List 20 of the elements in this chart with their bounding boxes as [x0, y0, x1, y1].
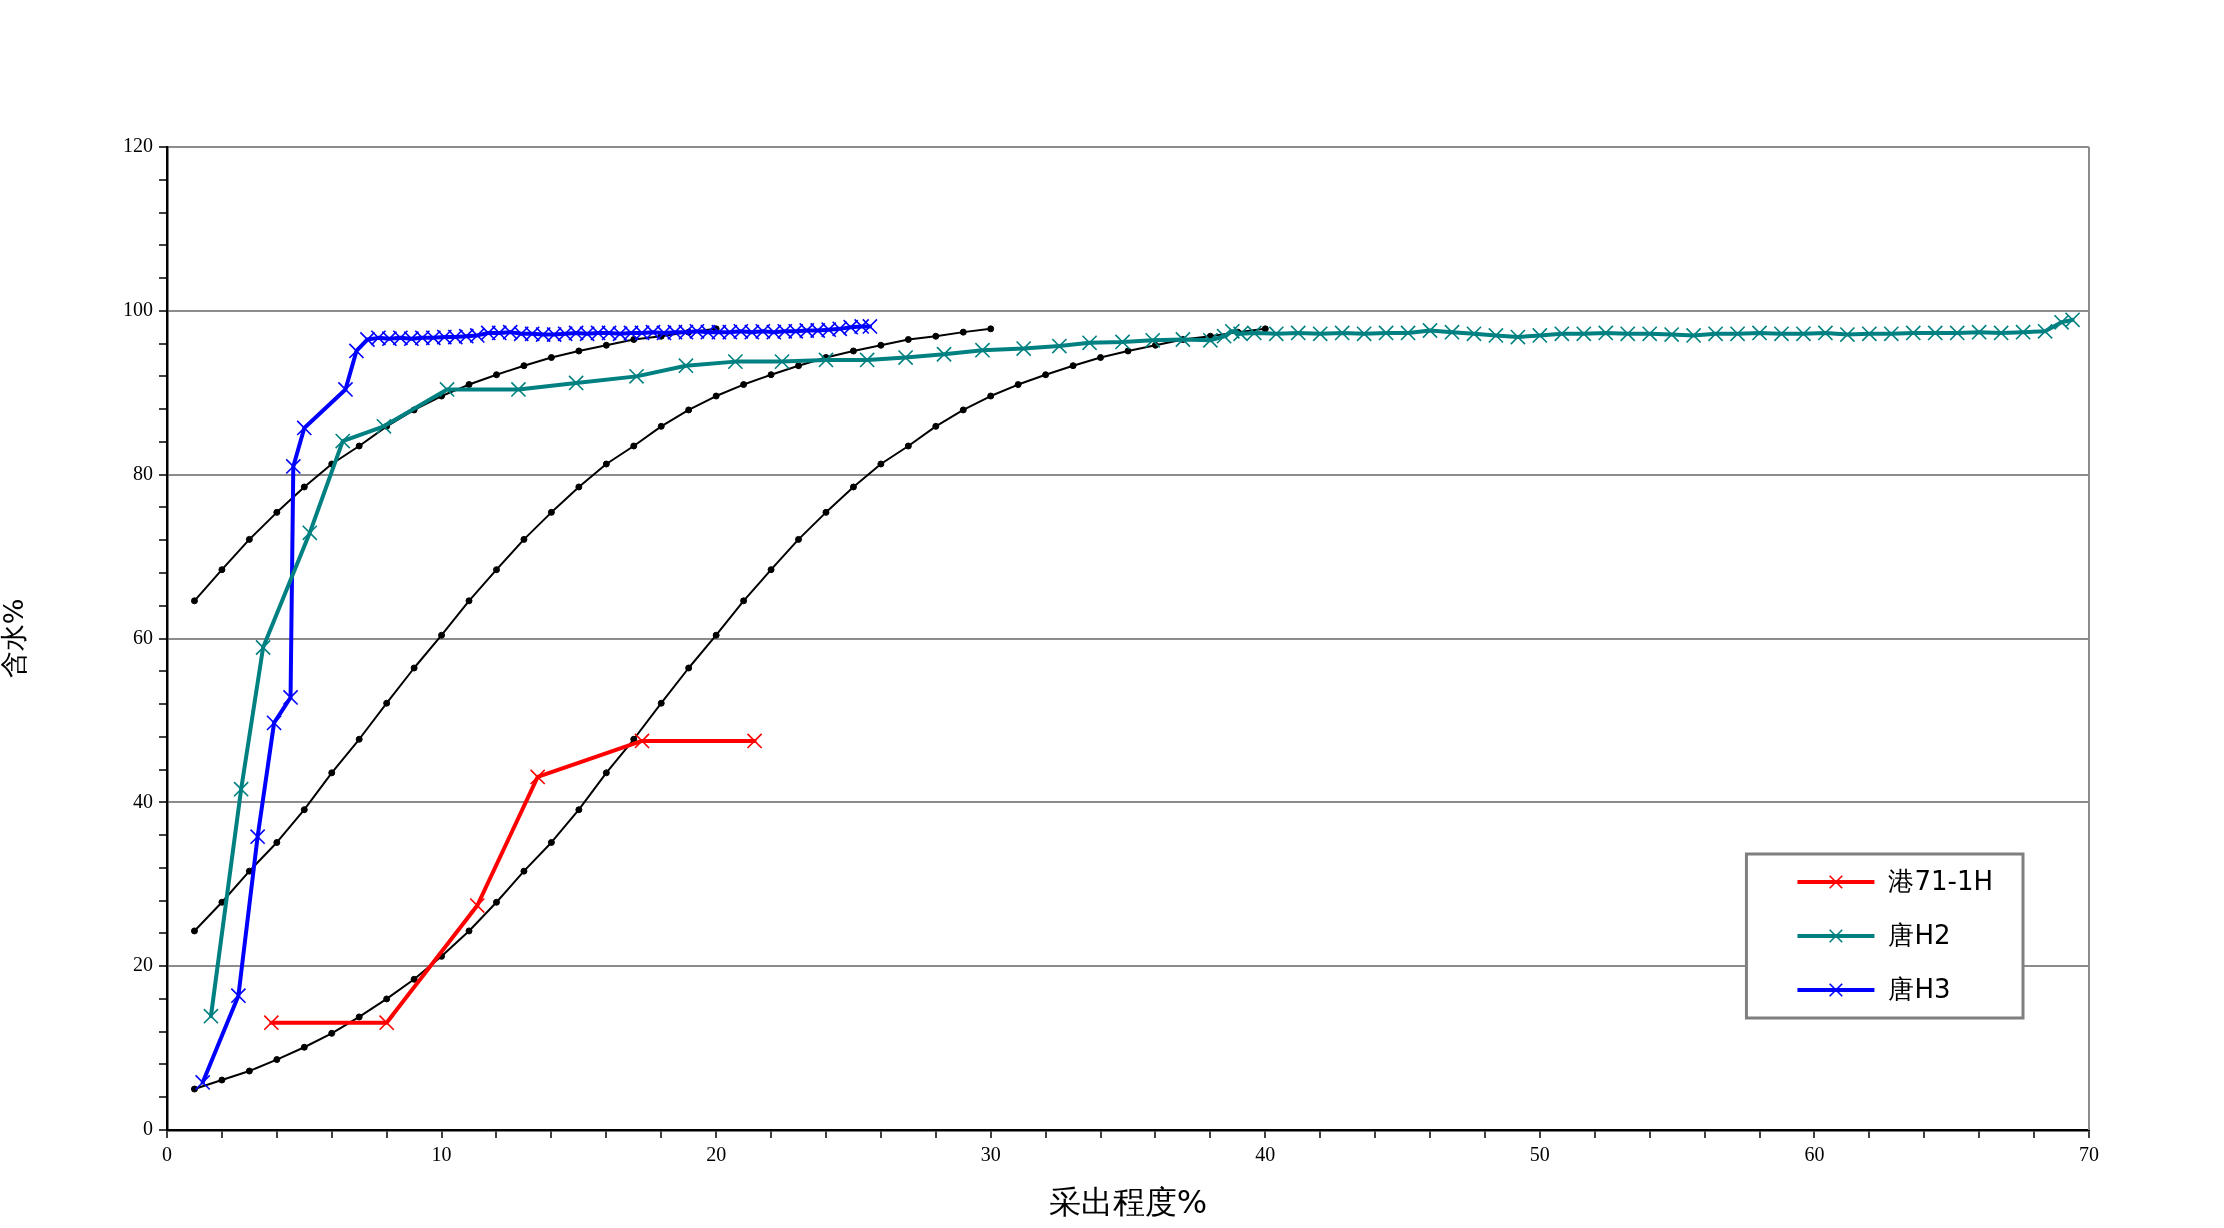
y-tick-label: 40	[133, 789, 153, 812]
x-tick-label: 0	[162, 1143, 172, 1166]
x-tick-label: 20	[706, 1143, 727, 1166]
x-tick-label: 50	[1529, 1143, 1550, 1166]
x-tick-label: 10	[431, 1143, 452, 1166]
y-tick-label: 80	[133, 461, 153, 484]
y-axis-title: 含水%	[0, 598, 30, 679]
y-tick-label: 60	[133, 625, 153, 648]
x-axis-title: 采出程度%	[1048, 1183, 1208, 1222]
legend-label: 唐H2	[1888, 919, 1951, 950]
x-tick-label: 40	[1255, 1143, 1276, 1166]
y-tick-label: 0	[143, 1117, 153, 1140]
y-tick-label: 120	[123, 134, 153, 157]
x-tick-label: 30	[980, 1143, 1001, 1166]
legend-label: 港71-1H	[1888, 865, 1993, 896]
legend-label: 唐H3	[1888, 973, 1951, 1004]
x-tick-label: 60	[1804, 1143, 1825, 1166]
y-tick-label: 20	[133, 953, 153, 976]
y-tick-label: 100	[123, 298, 153, 321]
x-tick-label: 70	[2079, 1143, 2099, 1166]
